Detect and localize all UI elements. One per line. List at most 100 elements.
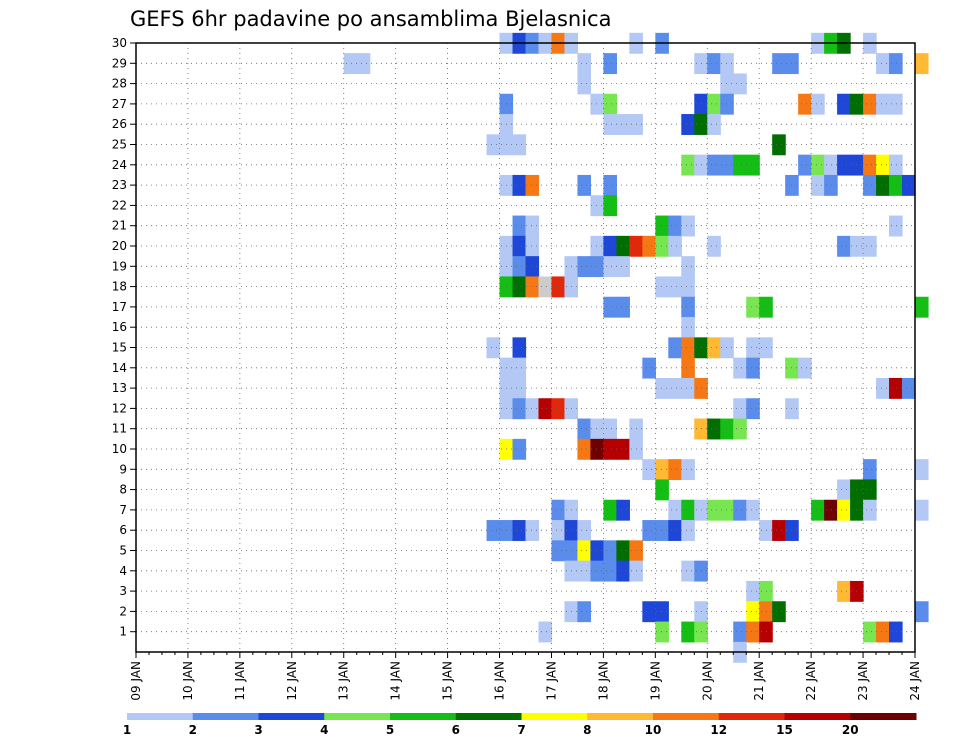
heatmap-cell [512,398,527,420]
heatmap-cell [720,154,734,176]
heatmap-cell [681,377,695,399]
x-tick-label: 17 JAN [544,661,558,701]
y-tick-label: 25 [112,138,127,152]
heatmap-cell [577,560,592,582]
heatmap-cell [759,601,773,623]
heatmap-cell [746,296,760,318]
colorbar-label: 5 [386,723,394,737]
heatmap-cell [590,235,604,257]
heatmap-cell [603,53,617,75]
heatmap-cell [837,93,851,115]
heatmap-cell [577,601,592,623]
heatmap-cell [525,276,540,298]
colorbar-swatch [587,713,654,720]
colorbar-label: 1 [123,723,131,737]
heatmap-cell [902,174,916,196]
y-tick-label: 15 [112,341,127,355]
colorbar-swatch [258,713,325,720]
heatmap-cell [590,195,604,217]
heatmap-cell [668,499,682,521]
heatmap-cell [551,520,566,541]
heatmap-cell [681,337,695,359]
heatmap-cell [772,601,786,623]
heatmap-cell [616,296,630,318]
heatmap-cell [642,357,656,379]
heatmap-cell [512,174,527,196]
heatmap-cell [720,499,734,521]
heatmap-cell [642,459,656,481]
heatmap-cell [655,377,669,399]
heatmap-cell [538,398,553,420]
heatmap-cell [603,560,617,582]
x-tick-label: 11 JAN [233,661,247,701]
heatmap-cell [681,357,695,379]
heatmap-cell [746,398,760,420]
y-axis: 1234567891011121314151617181920212223242… [112,36,136,639]
heatmap-cell [512,235,527,257]
heatmap-cell [577,73,592,95]
y-tick-label: 13 [112,381,127,395]
heatmap-cell [720,337,734,359]
heatmap-cell [655,520,669,541]
heatmap-cells [343,32,929,663]
heatmap-cell [655,621,669,643]
y-tick-label: 18 [112,280,127,294]
colorbar-swatch [850,713,917,720]
colorbar-label: 3 [254,723,262,737]
heatmap-cell [590,540,604,562]
x-tick-label: 24 JAN [908,661,922,701]
colorbar-swatch [718,713,785,720]
heatmap-cell [655,215,669,237]
y-tick-label: 1 [119,625,127,639]
heatmap-cell [577,438,592,460]
heatmap-cell [915,53,929,75]
heatmap-cell [577,540,592,562]
heatmap-cell [343,53,358,75]
heatmap-cell [746,580,760,602]
heatmap-cell [746,337,760,359]
heatmap-cell [512,215,527,237]
heatmap-cell [538,621,553,643]
heatmap-cell [759,580,773,602]
heatmap-cell [707,154,721,176]
heatmap-cell [707,93,721,115]
heatmap-cell [707,418,721,440]
heatmap-cell [642,601,656,623]
heatmap-cell [512,276,527,298]
heatmap-cell [746,601,760,623]
heatmap-cell [590,560,604,582]
y-tick-label: 20 [112,239,127,253]
heatmap-cell [668,215,682,237]
heatmap-cell [512,520,527,541]
heatmap-cell [512,438,527,460]
heatmap-cell [603,195,617,217]
heatmap-cell [616,438,630,460]
x-tick-label: 21 JAN [752,661,766,701]
heatmap-cell [707,235,721,257]
heatmap-cell [681,154,695,176]
heatmap-cell [876,621,890,643]
heatmap-cell [603,418,617,440]
heatmap-cell [863,93,877,115]
heatmap-cell [603,256,617,278]
y-tick-label: 24 [112,158,127,172]
x-tick-label: 20 JAN [700,661,714,701]
heatmap-cell [668,520,682,541]
heatmap-cell [915,499,929,521]
heatmap-cell [551,540,566,562]
heatmap-cell [603,174,617,196]
colorbar-swatch [455,713,522,720]
heatmap-cell [486,520,501,541]
x-tick-label: 22 JAN [804,661,818,701]
heatmap-cell [512,134,527,156]
heatmap-cell [551,398,566,420]
heatmap-cell [889,53,903,75]
heatmap-cell [590,418,604,440]
colorbar-swatch [390,713,457,720]
y-tick-label: 30 [112,36,127,50]
heatmap-cell [720,53,734,75]
y-tick-label: 17 [112,300,127,314]
heatmap-cell [668,459,682,481]
y-tick-label: 19 [112,259,127,273]
heatmap-cell [811,499,825,521]
